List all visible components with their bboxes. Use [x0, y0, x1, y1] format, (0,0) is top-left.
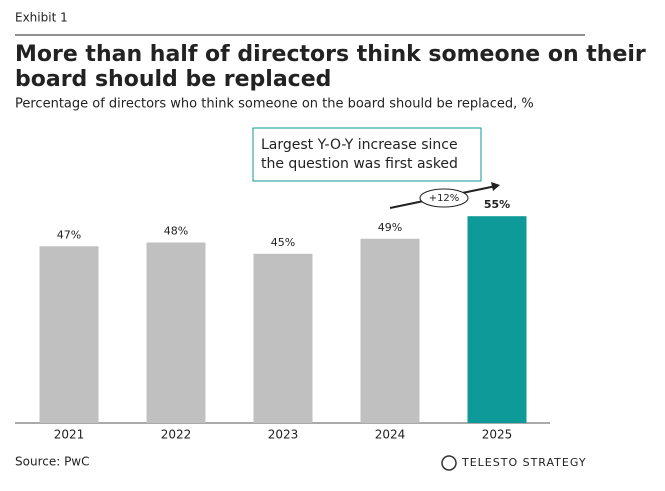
arrow-head	[491, 182, 500, 191]
logo	[441, 455, 457, 471]
exhibit: Exhibit 1	[15, 11, 68, 25]
bar	[39, 246, 99, 423]
x-tick-label: 2025	[482, 428, 513, 442]
value-label: 45%	[271, 236, 295, 249]
value-label: 47%	[57, 228, 81, 241]
annotation-line: the question was first asked	[261, 156, 458, 172]
bar	[467, 216, 527, 423]
brand: TELESTO STRATEGY	[461, 456, 587, 469]
x-tick-label: 2022	[161, 428, 192, 442]
value-label: 48%	[164, 225, 188, 238]
title-line: board should be replaced	[15, 67, 331, 92]
value-label: 55%	[484, 198, 510, 211]
change-label: +12%	[429, 193, 460, 204]
annotation: Largest Y-O-Y increase since the question…	[261, 137, 458, 172]
x-tick-label: 2021	[54, 428, 85, 442]
title-line: More than half of directors think someon…	[15, 42, 646, 67]
chart-title: More than half of directors think someon…	[15, 42, 646, 92]
change-badge	[419, 188, 469, 208]
bar	[253, 253, 313, 423]
annotation-box	[252, 127, 482, 182]
bar	[360, 238, 420, 423]
source: Source: PwC	[15, 455, 90, 469]
bar	[146, 242, 206, 423]
value-label: 49%	[378, 221, 402, 234]
x-tick-label: 2024	[375, 428, 406, 442]
subtitle: Percentage of directors who think someon…	[15, 97, 534, 112]
annotation-line: Largest Y-O-Y increase since	[261, 137, 458, 153]
x-tick-label: 2023	[268, 428, 299, 442]
